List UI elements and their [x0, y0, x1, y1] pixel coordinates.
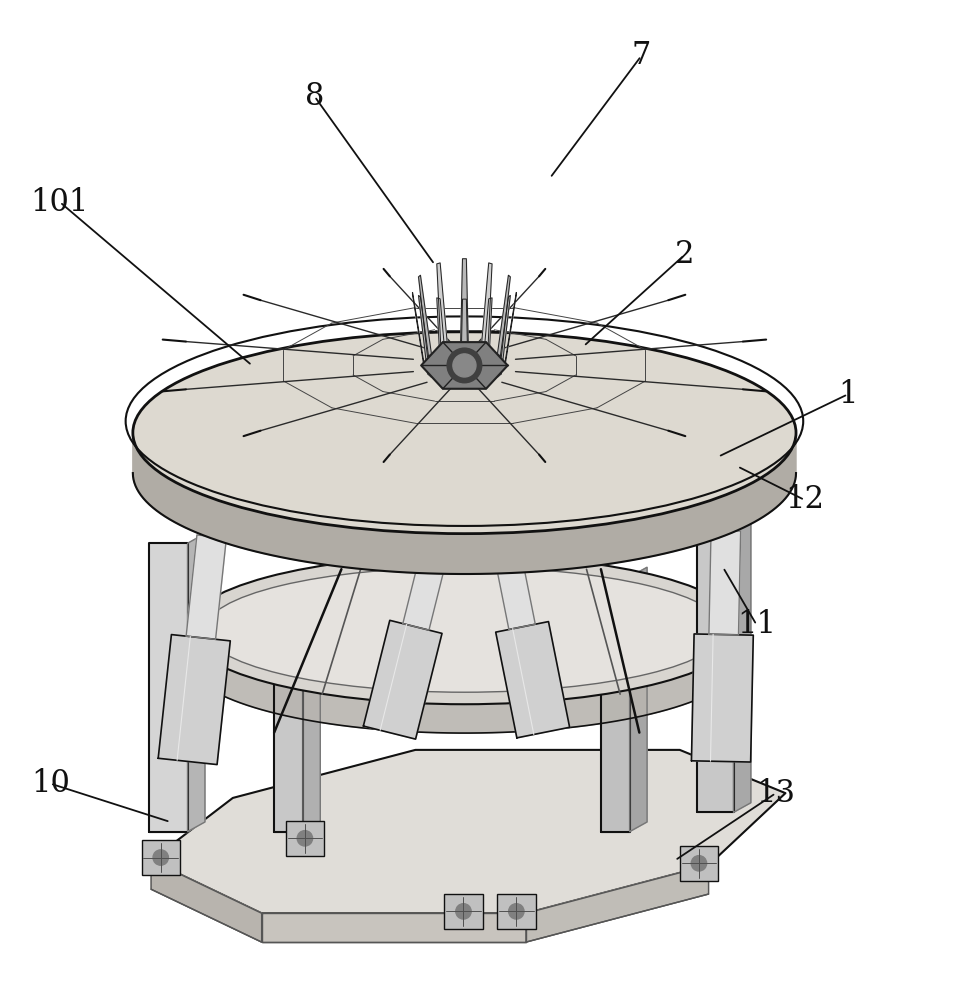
Polygon shape: [482, 298, 492, 384]
Text: 2: 2: [675, 239, 694, 270]
Circle shape: [453, 354, 476, 377]
Polygon shape: [697, 524, 733, 812]
Polygon shape: [151, 750, 786, 913]
Polygon shape: [526, 865, 709, 942]
Polygon shape: [505, 292, 517, 367]
Text: 12: 12: [785, 485, 824, 516]
Polygon shape: [158, 635, 230, 765]
Polygon shape: [185, 630, 743, 733]
FancyBboxPatch shape: [141, 840, 180, 875]
Circle shape: [448, 348, 482, 383]
Text: 7: 7: [632, 40, 651, 71]
Polygon shape: [460, 299, 468, 386]
Circle shape: [297, 831, 313, 846]
Polygon shape: [151, 860, 261, 942]
Polygon shape: [133, 433, 796, 574]
Polygon shape: [412, 292, 424, 367]
Polygon shape: [495, 622, 569, 738]
Text: 10: 10: [31, 768, 69, 799]
Polygon shape: [149, 543, 187, 832]
Polygon shape: [497, 295, 510, 377]
Polygon shape: [421, 342, 508, 389]
FancyBboxPatch shape: [680, 846, 719, 881]
Ellipse shape: [205, 567, 723, 692]
Polygon shape: [261, 913, 526, 942]
Polygon shape: [630, 567, 647, 832]
Polygon shape: [418, 295, 431, 377]
Polygon shape: [303, 567, 320, 832]
Text: 101: 101: [30, 187, 89, 218]
FancyBboxPatch shape: [286, 821, 324, 856]
Polygon shape: [691, 634, 754, 762]
Polygon shape: [437, 263, 448, 349]
Polygon shape: [460, 259, 468, 345]
Polygon shape: [364, 620, 442, 739]
Polygon shape: [418, 275, 431, 357]
Circle shape: [509, 904, 524, 919]
Polygon shape: [601, 577, 630, 832]
Ellipse shape: [185, 555, 743, 704]
Polygon shape: [187, 534, 205, 832]
Circle shape: [455, 904, 471, 919]
Text: 13: 13: [757, 778, 796, 809]
Ellipse shape: [133, 332, 796, 534]
Polygon shape: [491, 538, 535, 630]
Polygon shape: [403, 537, 450, 630]
Text: 8: 8: [305, 81, 324, 112]
FancyBboxPatch shape: [445, 894, 483, 929]
FancyBboxPatch shape: [497, 894, 535, 929]
Polygon shape: [733, 514, 751, 812]
Polygon shape: [709, 530, 741, 635]
Polygon shape: [497, 275, 510, 357]
Text: 1: 1: [838, 379, 858, 410]
Polygon shape: [482, 263, 492, 349]
Circle shape: [153, 850, 169, 865]
Circle shape: [691, 856, 707, 871]
Text: 11: 11: [737, 609, 776, 640]
Polygon shape: [437, 298, 448, 384]
Polygon shape: [186, 535, 226, 639]
Polygon shape: [274, 577, 303, 832]
